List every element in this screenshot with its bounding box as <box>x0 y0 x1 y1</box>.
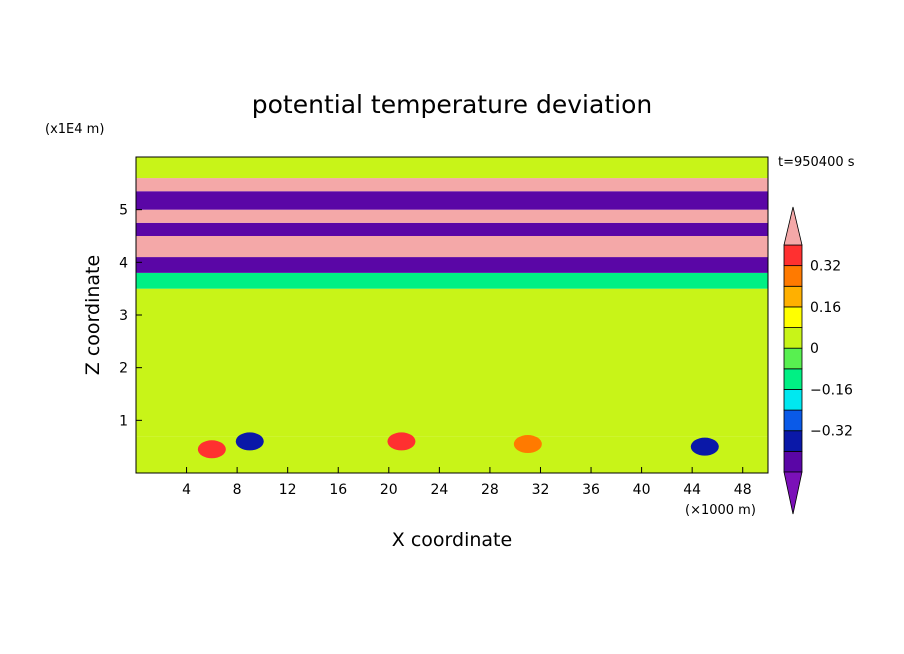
y-axis-unit: (x1E4 m) <box>45 122 104 137</box>
contour-field <box>136 157 768 473</box>
colorbar: 0.32 0.16 0 −0.16 −0.32 <box>783 206 853 515</box>
colorbar-swatch <box>783 450 803 473</box>
colorbar-swatch <box>783 265 803 287</box>
x-tick-label: 12 <box>279 482 297 498</box>
colorbar-swatch <box>783 409 803 432</box>
field-band <box>136 272 768 289</box>
x-tick-label: 8 <box>233 482 242 498</box>
field-feature <box>513 435 542 454</box>
chart-title: potential temperature deviation <box>252 90 652 119</box>
x-axis-unit: (×1000 m) <box>685 503 756 518</box>
field-feature <box>690 437 719 456</box>
x-tick-label: 44 <box>683 482 701 498</box>
field-feature <box>197 440 226 459</box>
colorbar-tick-label: 0 <box>810 341 819 357</box>
y-tick-label: 4 <box>119 255 128 271</box>
x-tick-label: 32 <box>532 482 550 498</box>
colorbar-swatch <box>783 430 803 452</box>
field-band <box>136 288 768 437</box>
colorbar-swatch <box>783 347 803 370</box>
x-tick-label: 28 <box>481 482 499 498</box>
colorbar-swatch <box>783 389 803 411</box>
x-tick-label: 40 <box>633 482 651 498</box>
field-feature <box>235 432 264 451</box>
field-band <box>136 436 768 473</box>
colorbar-swatch <box>783 306 803 328</box>
colorbar-swatch <box>783 327 803 349</box>
field-band <box>136 236 768 258</box>
x-axis-ticks: 4 8 12 16 20 24 28 32 36 40 44 48 <box>182 467 752 498</box>
x-tick-label: 24 <box>430 482 448 498</box>
y-tick-label: 5 <box>119 203 128 219</box>
y-tick-label: 2 <box>119 361 128 377</box>
field-band <box>136 257 768 273</box>
colorbar-swatch <box>783 368 803 390</box>
field-band <box>136 157 768 179</box>
y-tick-label: 3 <box>119 308 128 324</box>
y-axis-label: Z coordinate <box>82 255 104 375</box>
field-band <box>136 209 768 223</box>
colorbar-swatch <box>783 244 803 267</box>
x-tick-label: 20 <box>380 482 398 498</box>
colorbar-top-arrow <box>783 206 803 246</box>
field-band <box>136 178 768 192</box>
y-tick-label: 1 <box>119 413 128 429</box>
colorbar-tick-label: −0.16 <box>810 382 853 398</box>
colorbar-swatch <box>783 285 803 308</box>
colorbar-tick-label: 0.16 <box>810 300 841 316</box>
field-band <box>136 222 768 236</box>
colorbar-tick-label: 0.32 <box>810 259 841 275</box>
time-label: t=950400 s <box>778 155 855 170</box>
colorbar-tick-label: −0.32 <box>810 424 853 440</box>
x-axis-label: X coordinate <box>392 529 512 551</box>
x-tick-label: 16 <box>329 482 347 498</box>
field-band <box>136 191 768 210</box>
colorbar-bottom-arrow <box>783 471 803 515</box>
x-tick-label: 36 <box>582 482 600 498</box>
x-tick-label: 4 <box>182 482 191 498</box>
field-feature <box>387 432 416 451</box>
y-axis-ticks: 1 2 3 4 5 <box>119 203 142 429</box>
x-tick-label: 48 <box>734 482 752 498</box>
